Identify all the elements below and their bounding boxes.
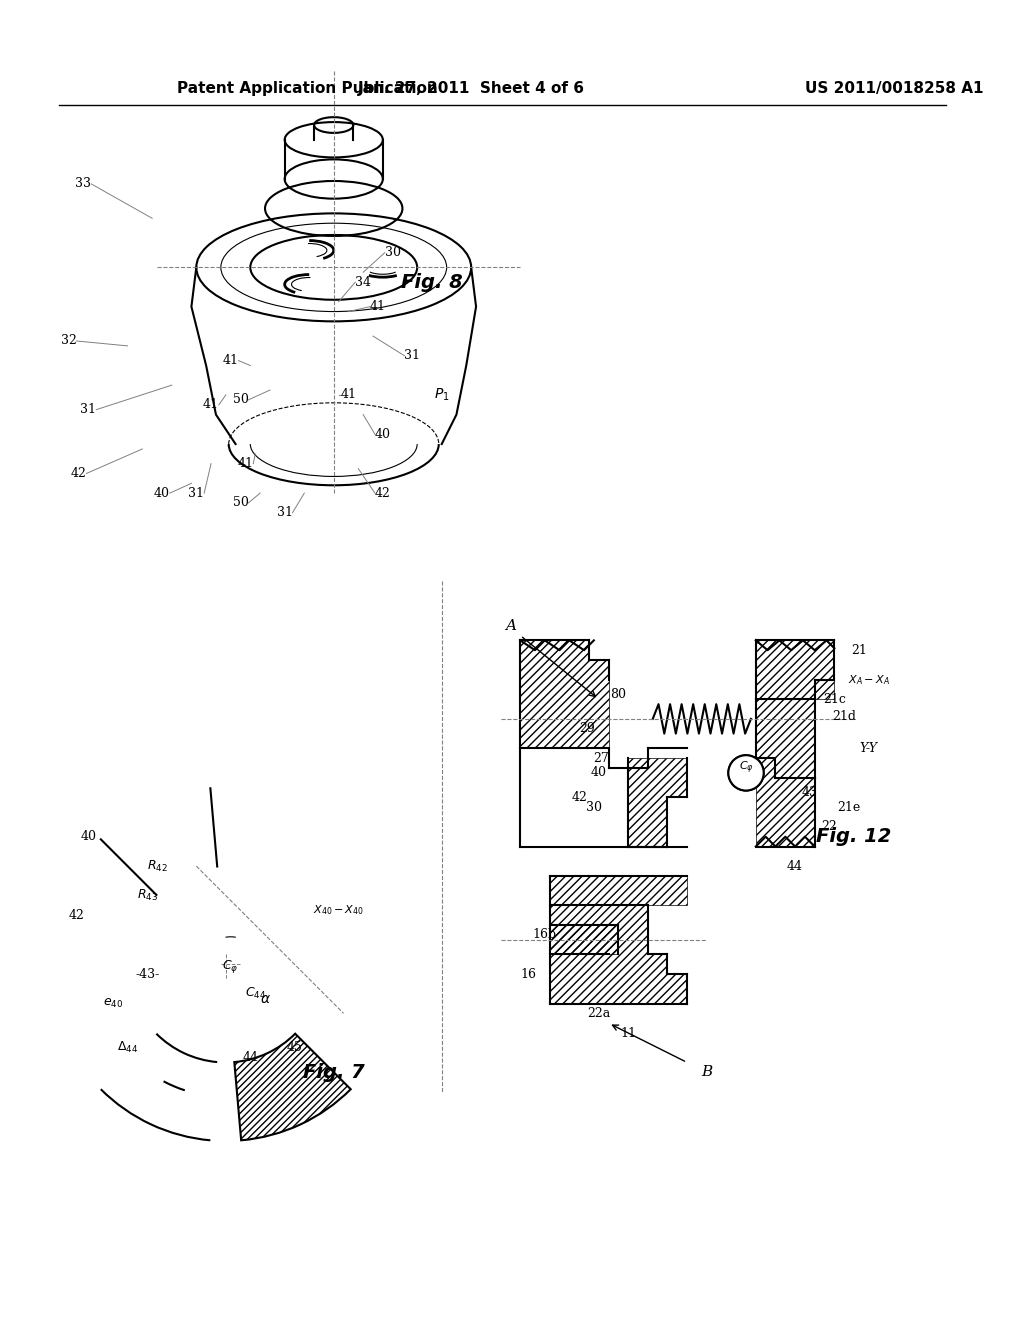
Text: Patent Application Publication: Patent Application Publication	[177, 82, 437, 96]
Text: US 2011/0018258 A1: US 2011/0018258 A1	[805, 82, 983, 96]
Text: 41: 41	[203, 399, 219, 412]
Text: B: B	[701, 1065, 713, 1080]
Text: Y-Y: Y-Y	[860, 742, 878, 755]
Text: $R_{43}$: $R_{43}$	[136, 888, 158, 903]
Text: 50: 50	[232, 496, 249, 510]
Text: 21d: 21d	[833, 710, 856, 723]
Text: 40: 40	[591, 767, 607, 779]
Text: -43-: -43-	[135, 968, 160, 981]
Text: $P_1$: $P_1$	[434, 387, 450, 403]
Text: 16: 16	[520, 968, 537, 981]
Text: 43: 43	[802, 785, 818, 799]
Text: 27: 27	[593, 751, 608, 764]
Text: 80: 80	[610, 688, 627, 701]
Text: $X_A - X_A$: $X_A - X_A$	[848, 673, 890, 686]
Text: 42: 42	[571, 791, 587, 804]
Text: 41: 41	[370, 300, 386, 313]
Text: Fig. 12: Fig. 12	[816, 828, 892, 846]
Text: 29: 29	[580, 722, 595, 735]
Text: 41: 41	[222, 354, 239, 367]
Text: 44: 44	[787, 859, 803, 873]
Text: $C_\varphi$: $C_\varphi$	[222, 958, 239, 974]
Text: $\alpha$: $\alpha$	[259, 991, 270, 1006]
Text: $R_{42}$: $R_{42}$	[146, 858, 168, 874]
Text: 40: 40	[375, 428, 391, 441]
Text: 40: 40	[154, 487, 170, 500]
Text: 11: 11	[621, 1027, 636, 1040]
Text: 21: 21	[851, 644, 867, 656]
Text: $C_\varphi$: $C_\varphi$	[738, 760, 754, 776]
Text: 44: 44	[243, 1051, 258, 1064]
Text: 32: 32	[60, 334, 77, 347]
Text: $C_{44}$: $C_{44}$	[245, 986, 266, 1002]
Text: A: A	[505, 619, 516, 632]
Text: 42: 42	[375, 487, 391, 500]
Text: $X_{40}-X_{40}$: $X_{40}-X_{40}$	[313, 903, 365, 917]
Text: 50: 50	[232, 393, 249, 407]
Circle shape	[728, 755, 764, 791]
Text: 22: 22	[821, 820, 838, 833]
Text: 40: 40	[80, 830, 96, 843]
Text: 42: 42	[69, 908, 85, 921]
Text: 31: 31	[80, 403, 96, 416]
Text: 41: 41	[340, 388, 356, 401]
Text: 16b: 16b	[532, 928, 557, 941]
Text: 45: 45	[287, 1041, 302, 1055]
Text: Jan. 27, 2011  Sheet 4 of 6: Jan. 27, 2011 Sheet 4 of 6	[357, 82, 585, 96]
Text: $\Delta_{44}$: $\Delta_{44}$	[117, 1040, 138, 1055]
Text: 21c: 21c	[823, 693, 846, 706]
Text: 30: 30	[586, 801, 602, 813]
Text: 34: 34	[355, 276, 371, 289]
Text: 41: 41	[238, 457, 253, 470]
Text: $e_{40}$: $e_{40}$	[102, 997, 123, 1010]
Text: 31: 31	[276, 507, 293, 519]
Text: 31: 31	[188, 487, 205, 500]
Text: 42: 42	[71, 467, 86, 480]
Text: 21e: 21e	[838, 801, 861, 813]
Text: 30: 30	[385, 246, 400, 259]
Text: 33: 33	[76, 177, 91, 190]
Text: Fig. 8: Fig. 8	[401, 273, 463, 292]
Text: 31: 31	[404, 350, 420, 362]
Text: Fig. 7: Fig. 7	[303, 1063, 365, 1082]
Text: 22a: 22a	[587, 1007, 610, 1020]
